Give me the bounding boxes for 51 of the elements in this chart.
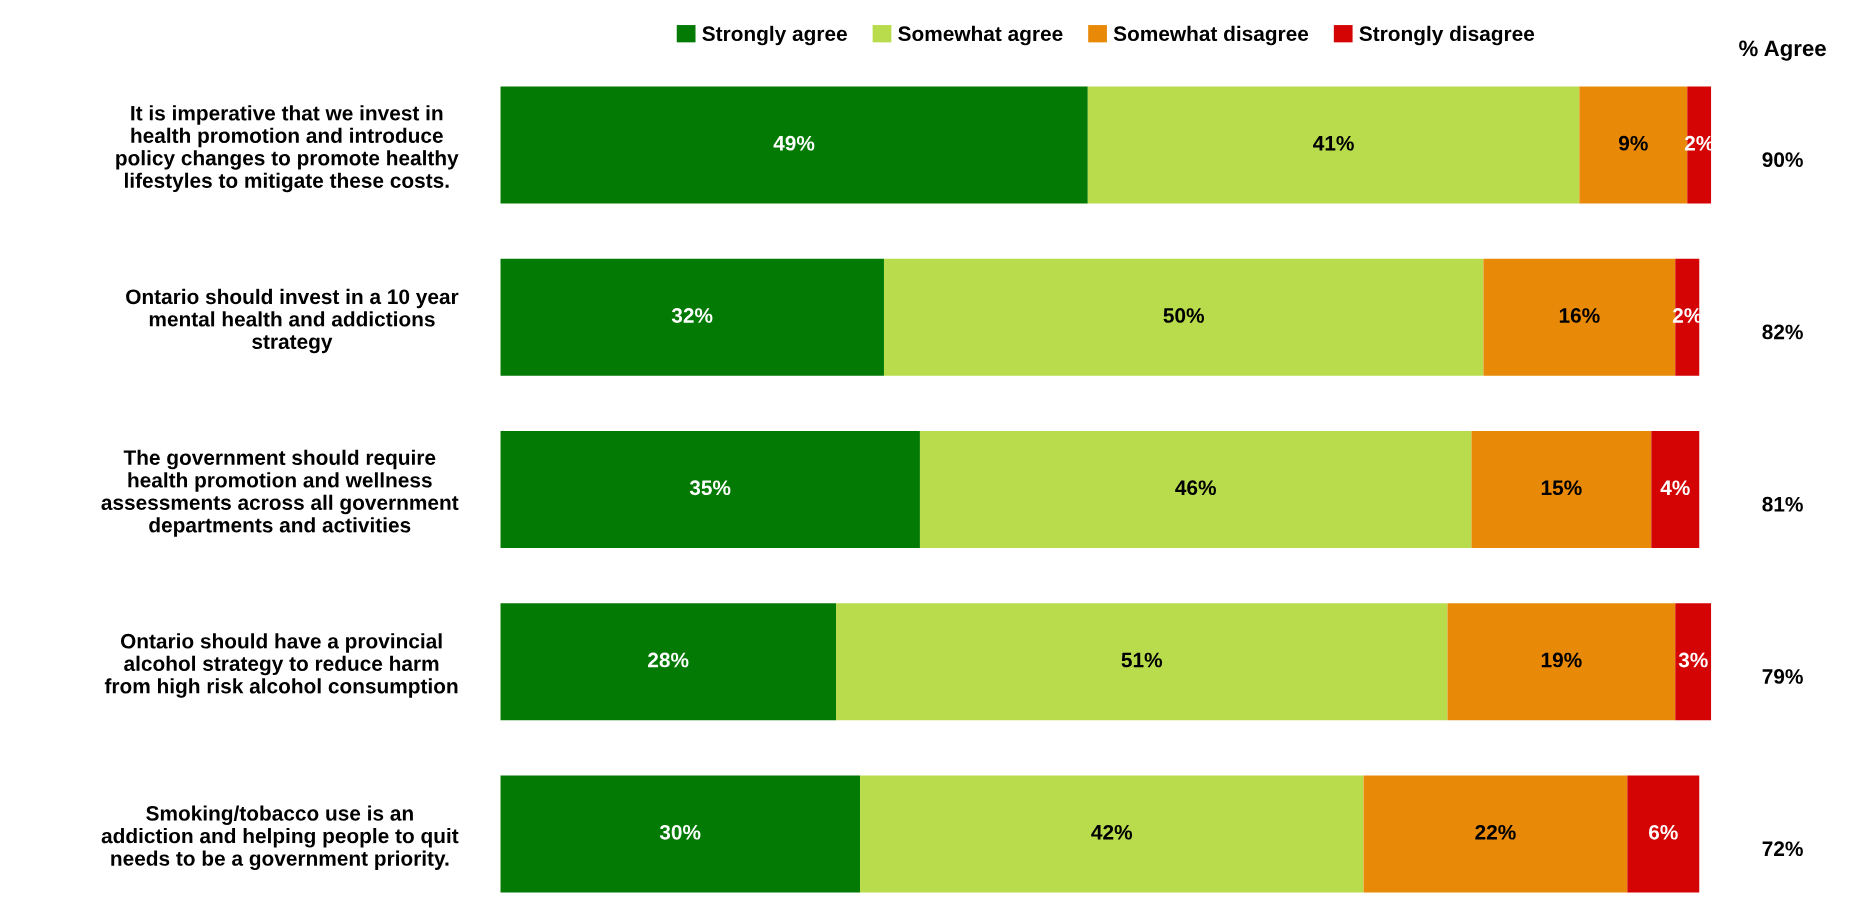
bar (859, 775, 1364, 893)
bar (836, 603, 1448, 721)
bar (500, 603, 837, 721)
y-tick-label: Ontario should invest in a 10 year mental health and addictions strategy (126, 288, 459, 354)
data-label: 3% (1678, 652, 1708, 668)
bar (1675, 603, 1712, 721)
y-tick-label: The government should require health promotion and wellness assessments across all government departments and activities (101, 449, 459, 537)
bar (883, 258, 1484, 376)
data-label: 35% (689, 480, 731, 496)
bar (1087, 86, 1580, 204)
legend-label: Strongly agree (702, 25, 847, 46)
bar (1471, 430, 1652, 549)
bar (500, 430, 920, 549)
data-label: 30% (659, 824, 701, 840)
text: 81% (1762, 496, 1803, 512)
text: 79% (1762, 669, 1803, 684)
text: 72% (1762, 841, 1803, 857)
bar (500, 258, 884, 376)
y-tick-label: It is imperative that we invest in health promotion and introduce policy changes to promote healthy lifestyles to mitigate these costs. (116, 105, 459, 193)
data-label: 22% (1475, 824, 1516, 840)
y-tick-label: Smoking/tobacco use is an addiction and helping people to quit needs to be a government priority. (101, 805, 459, 871)
text: 90% (1762, 152, 1803, 168)
data-label: 49% (773, 135, 815, 151)
legend-label: Strongly disagree (1359, 25, 1535, 46)
bar (1675, 258, 1700, 376)
data-label: 50% (1163, 308, 1205, 323)
bar (1447, 603, 1676, 721)
data-label: 6% (1648, 824, 1678, 840)
data-label: 15% (1541, 480, 1582, 496)
data-label: 28% (648, 652, 689, 668)
data-label: 42% (1091, 824, 1133, 840)
bar (500, 775, 860, 893)
legend-label: Somewhat disagree (1113, 25, 1309, 46)
data-label: 51% (1121, 652, 1163, 668)
data-label: 32% (671, 308, 713, 323)
data-label: 46% (1175, 480, 1216, 496)
legend-label: Somewhat agree (898, 25, 1063, 46)
y-tick-label: Ontario should have a provincial alcohol strategy to reduce harm from high risk alcohol consumption (104, 633, 458, 698)
bar (1687, 86, 1712, 204)
data-label: 16% (1559, 308, 1600, 323)
bar (919, 430, 1472, 549)
text: % Agree (1739, 40, 1826, 61)
bar (1651, 430, 1700, 549)
data-label: 41% (1313, 135, 1354, 151)
data-label: 4% (1660, 480, 1690, 496)
text: 82% (1762, 324, 1803, 340)
bar (500, 86, 1088, 204)
bar (1627, 775, 1700, 893)
data-label: 9% (1618, 135, 1648, 151)
bar (1363, 775, 1628, 893)
data-label: 19% (1541, 652, 1582, 668)
